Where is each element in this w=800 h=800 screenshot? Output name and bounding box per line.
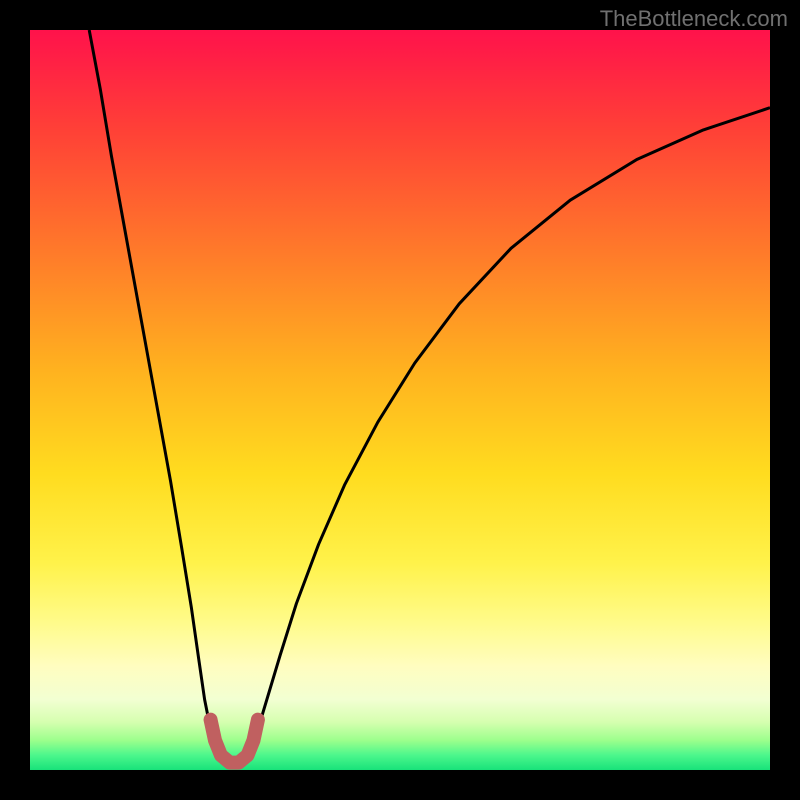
- chart-frame: TheBottleneck.com: [0, 0, 800, 800]
- gradient-background: [30, 30, 770, 770]
- plot-area: [30, 30, 770, 770]
- plot-svg: [30, 30, 770, 770]
- watermark-text: TheBottleneck.com: [600, 6, 788, 32]
